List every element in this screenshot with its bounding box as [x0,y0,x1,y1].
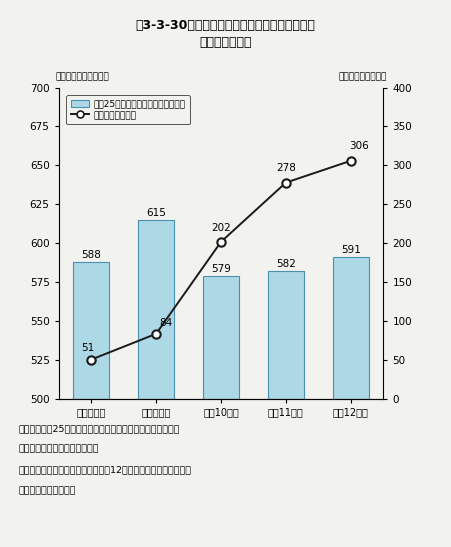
Bar [333,258,368,399]
Legend: 築後25年以上の改修等が必要な面積, 改善実績（累計）: 築後25年以上の改修等が必要な面積, 改善実績（累計） [66,95,190,124]
Text: ５月１日現在のデータ: ５月１日現在のデータ [18,445,98,453]
Text: 582: 582 [276,259,296,269]
Bar [74,262,109,399]
Text: 51: 51 [81,344,95,353]
Text: ２．改善実績（累計）は、平成12年度補正予算を含まない。: ２．改善実績（累計）は、平成12年度補正予算を含まない。 [18,465,191,474]
Text: 588: 588 [81,250,101,260]
Text: （改善実績：万㎡）: （改善実績：万㎡） [338,72,387,82]
Text: 注）１．築後25年以上の改修等が必要な面積は，各年度とも: 注）１．築後25年以上の改修等が必要な面積は，各年度とも [18,424,179,433]
Text: 第3-3-30図　国立大学等における施設の老朽化: 第3-3-30図 国立大学等における施設の老朽化 [136,19,315,32]
Text: 591: 591 [341,245,361,255]
Bar [268,271,304,399]
Text: 579: 579 [211,264,231,274]
Bar [138,220,174,399]
Text: 202: 202 [211,223,231,232]
Text: ・狭隘化の対応: ・狭隘化の対応 [199,36,252,49]
Text: 278: 278 [276,163,296,173]
Text: 84: 84 [159,318,172,328]
Bar [203,276,239,399]
Text: 資料：文部科学省調べ: 資料：文部科学省調べ [18,486,75,495]
Text: 615: 615 [146,208,166,218]
Text: （要改修面積：万㎡）: （要改修面積：万㎡） [55,72,109,82]
Text: 306: 306 [349,142,368,152]
